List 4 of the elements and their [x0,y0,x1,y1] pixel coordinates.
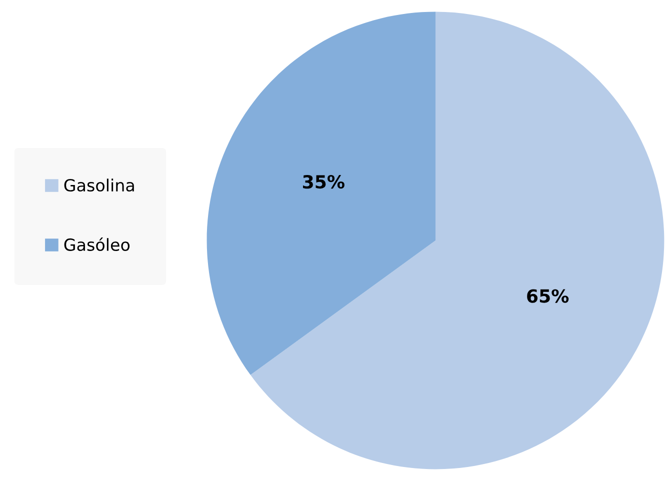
legend-label: Gasolina [64,178,134,192]
data-label: 35% [303,174,344,189]
legend-label: Gasóleo [64,237,130,252]
data-label: 65% [527,289,569,303]
